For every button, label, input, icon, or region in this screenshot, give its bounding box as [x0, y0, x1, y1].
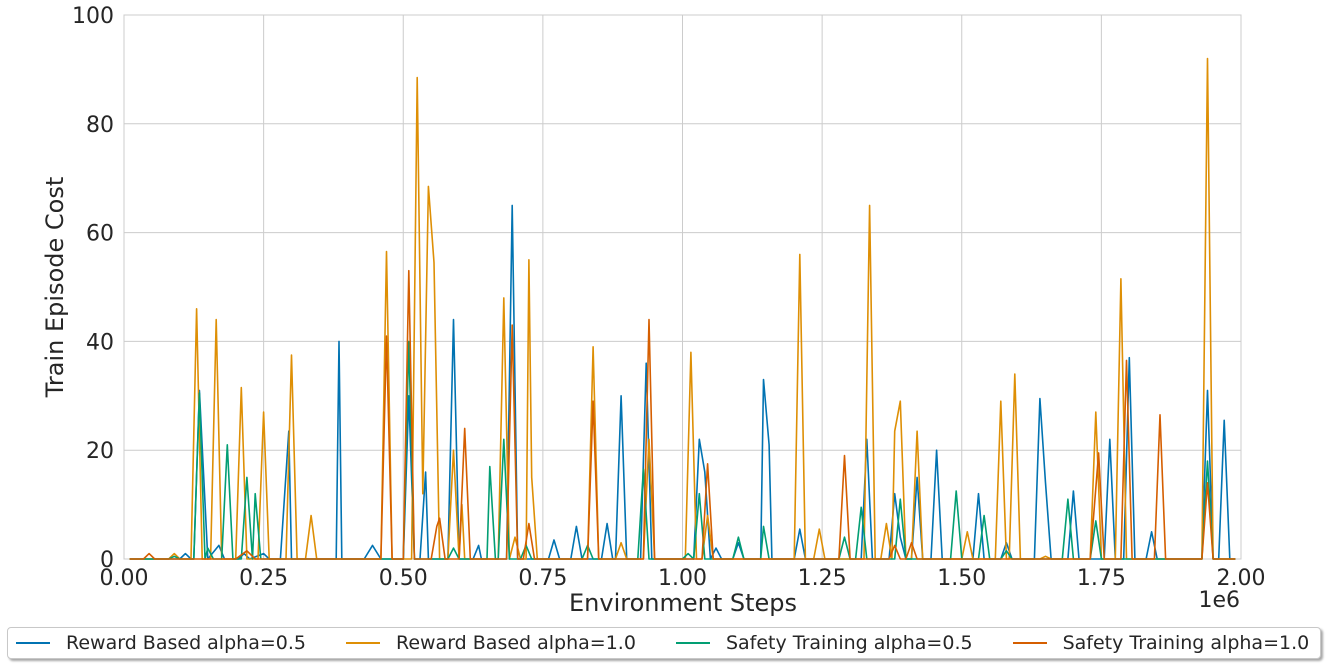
- legend-item-4: Safety Training alpha=1.0: [1012, 632, 1310, 654]
- x-tick-label: 0.00: [100, 566, 149, 591]
- y-tick-label: 20: [86, 439, 114, 464]
- x-tick-labels: 0.00 0.25 0.50 0.75 1.00 1.25 1.50 1.75 2.00: [100, 566, 1266, 591]
- x-axis-label: Environment Steps: [569, 589, 797, 617]
- x-tick-label: 2.00: [1217, 566, 1266, 591]
- legend-item-3: Safety Training alpha=0.5: [675, 632, 973, 654]
- legend-label: Reward Based alpha=1.0: [395, 632, 636, 654]
- legend-label: Reward Based alpha=0.5: [66, 632, 306, 654]
- y-tick-labels: 0 20 40 60 80 100: [72, 4, 114, 573]
- x-tick-label: 0.50: [379, 566, 428, 591]
- legend-swatch: [345, 642, 380, 644]
- x-tick-label: 1.75: [1077, 566, 1126, 591]
- y-tick-label: 40: [86, 330, 114, 355]
- x-tick-label: 1.00: [658, 566, 707, 591]
- x-tick-label: 0.75: [518, 566, 567, 591]
- legend-label: Safety Training alpha=0.5: [725, 632, 973, 654]
- series-lines: [129, 57, 1236, 560]
- legend-item-1: Reward Based alpha=0.5: [16, 632, 306, 654]
- y-tick-label: 100: [72, 4, 114, 29]
- line-chart: 0.00 0.25 0.50 0.75 1.00 1.25 1.50 1.75 2.00 0 20…: [41, 4, 1266, 617]
- grid-lines: [123, 14, 1242, 560]
- legend-swatch: [16, 642, 50, 644]
- y-axis-label: Train Episode Cost: [41, 177, 69, 398]
- legend-swatch: [1012, 642, 1047, 644]
- legend-swatch: [675, 642, 710, 644]
- x-tick-label: 1.25: [798, 566, 847, 591]
- series-line-4: [129, 269, 1236, 560]
- y-tick-label: 0: [100, 548, 114, 573]
- legend-label: Safety Training alpha=1.0: [1062, 632, 1310, 654]
- x-tick-label: 0.25: [239, 566, 288, 591]
- legend: Reward Based alpha=0.5 Reward Based alpha…: [7, 627, 1321, 659]
- series-line-2: [129, 57, 1236, 560]
- legend-item-2: Reward Based alpha=1.0: [345, 632, 636, 654]
- x-axis-offset-label: 1e6: [1198, 588, 1240, 613]
- series-line-1: [129, 204, 1236, 560]
- y-tick-label: 80: [86, 113, 114, 138]
- x-tick-label: 1.50: [937, 566, 986, 591]
- y-tick-label: 60: [86, 222, 114, 247]
